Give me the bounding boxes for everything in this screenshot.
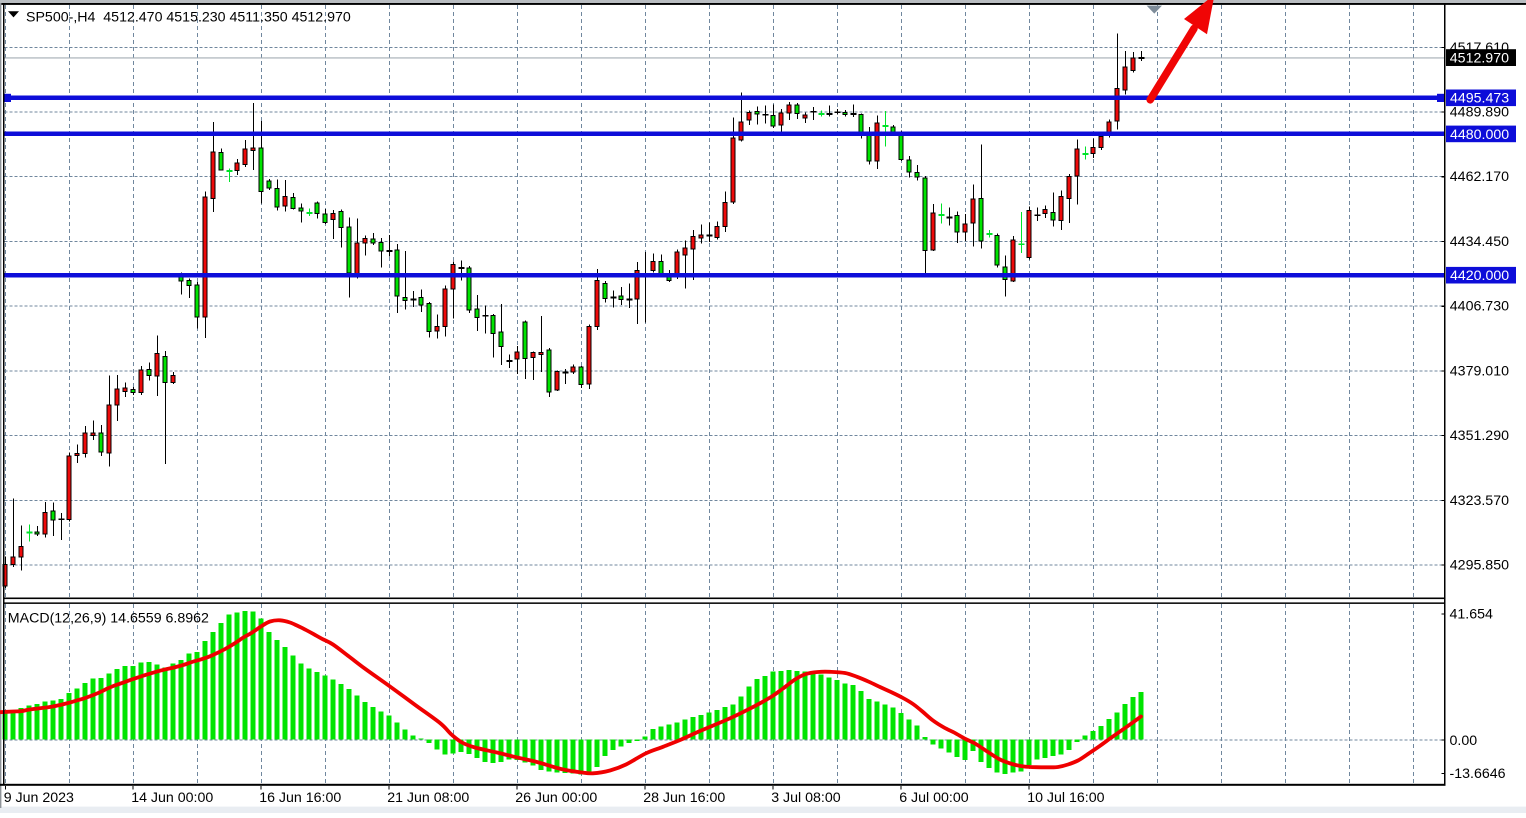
svg-text:6 Jul 00:00: 6 Jul 00:00	[899, 790, 969, 806]
svg-text:4323.570: 4323.570	[1450, 493, 1509, 509]
svg-text:3 Jul 08:00: 3 Jul 08:00	[771, 790, 841, 806]
svg-text:4420.000: 4420.000	[1450, 268, 1509, 284]
svg-text:SP500-,H4 4512.470 4515.230 4: SP500-,H4 4512.470 4515.230 4511.350 451…	[26, 10, 351, 26]
svg-text:-13.6646: -13.6646	[1450, 766, 1506, 782]
svg-text:MACD(12,26,9) 14.6559 6.8962: MACD(12,26,9) 14.6559 6.8962	[8, 611, 209, 627]
svg-text:4406.730: 4406.730	[1450, 299, 1509, 315]
svg-text:4379.010: 4379.010	[1450, 363, 1509, 379]
svg-text:4351.290: 4351.290	[1450, 428, 1509, 444]
svg-text:10 Jul 16:00: 10 Jul 16:00	[1027, 790, 1104, 806]
svg-text:4480.000: 4480.000	[1450, 127, 1509, 143]
svg-text:28 Jun 16:00: 28 Jun 16:00	[643, 790, 725, 806]
svg-text:0.00: 0.00	[1450, 733, 1478, 749]
svg-text:4495.473: 4495.473	[1450, 91, 1509, 107]
svg-text:41.654: 41.654	[1450, 607, 1494, 623]
svg-text:4462.170: 4462.170	[1450, 169, 1509, 185]
svg-text:14 Jun 00:00: 14 Jun 00:00	[131, 790, 213, 806]
svg-text:21 Jun 08:00: 21 Jun 08:00	[387, 790, 469, 806]
svg-text:9 Jun 2023: 9 Jun 2023	[4, 790, 74, 806]
svg-text:4295.850: 4295.850	[1450, 558, 1509, 574]
svg-text:26 Jun 00:00: 26 Jun 00:00	[515, 790, 597, 806]
svg-text:4434.450: 4434.450	[1450, 234, 1509, 250]
svg-text:4489.890: 4489.890	[1450, 105, 1509, 121]
svg-text:4512.970: 4512.970	[1450, 50, 1509, 66]
svg-text:16 Jun 16:00: 16 Jun 16:00	[259, 790, 341, 806]
